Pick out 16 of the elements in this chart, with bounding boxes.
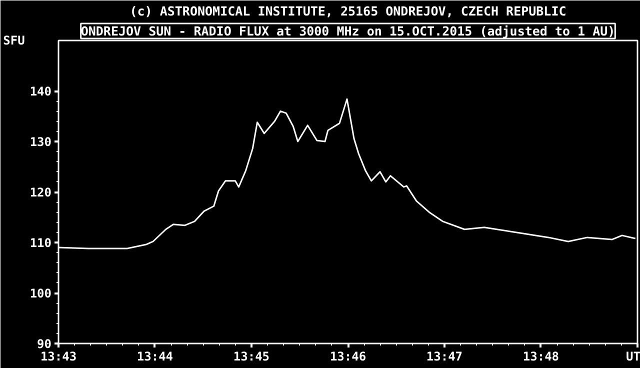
y-tick-label: 130 (30, 135, 52, 149)
x-tick-label: 13:45 (233, 350, 270, 364)
chart-subtitle: (c) ASTRONOMICAL INSTITUTE, 25165 ONDREJOV, CZECH REPUBLIC (130, 4, 566, 18)
chart-title: ONDREJOV SUN - RADIO FLUX at 3000 MHz on 15.OCT.2015 (adjusted to 1 AU) (80, 24, 616, 38)
x-tick-label: 13:48 (522, 350, 560, 364)
x-tick-label: UT (626, 350, 640, 364)
y-axis-title: SFU (3, 34, 25, 48)
y-tick-label: 140 (30, 84, 52, 98)
y-tick-label: 90 (37, 337, 52, 351)
x-tick-label: 13:44 (136, 350, 174, 364)
y-tick-label: 110 (30, 236, 52, 250)
x-tick-label: 13:43 (40, 350, 77, 364)
x-tick-label: 13:46 (330, 350, 366, 364)
x-tick-label: 13:47 (426, 350, 463, 364)
y-tick-label: 100 (30, 286, 52, 300)
y-tick-label: 120 (30, 186, 52, 200)
